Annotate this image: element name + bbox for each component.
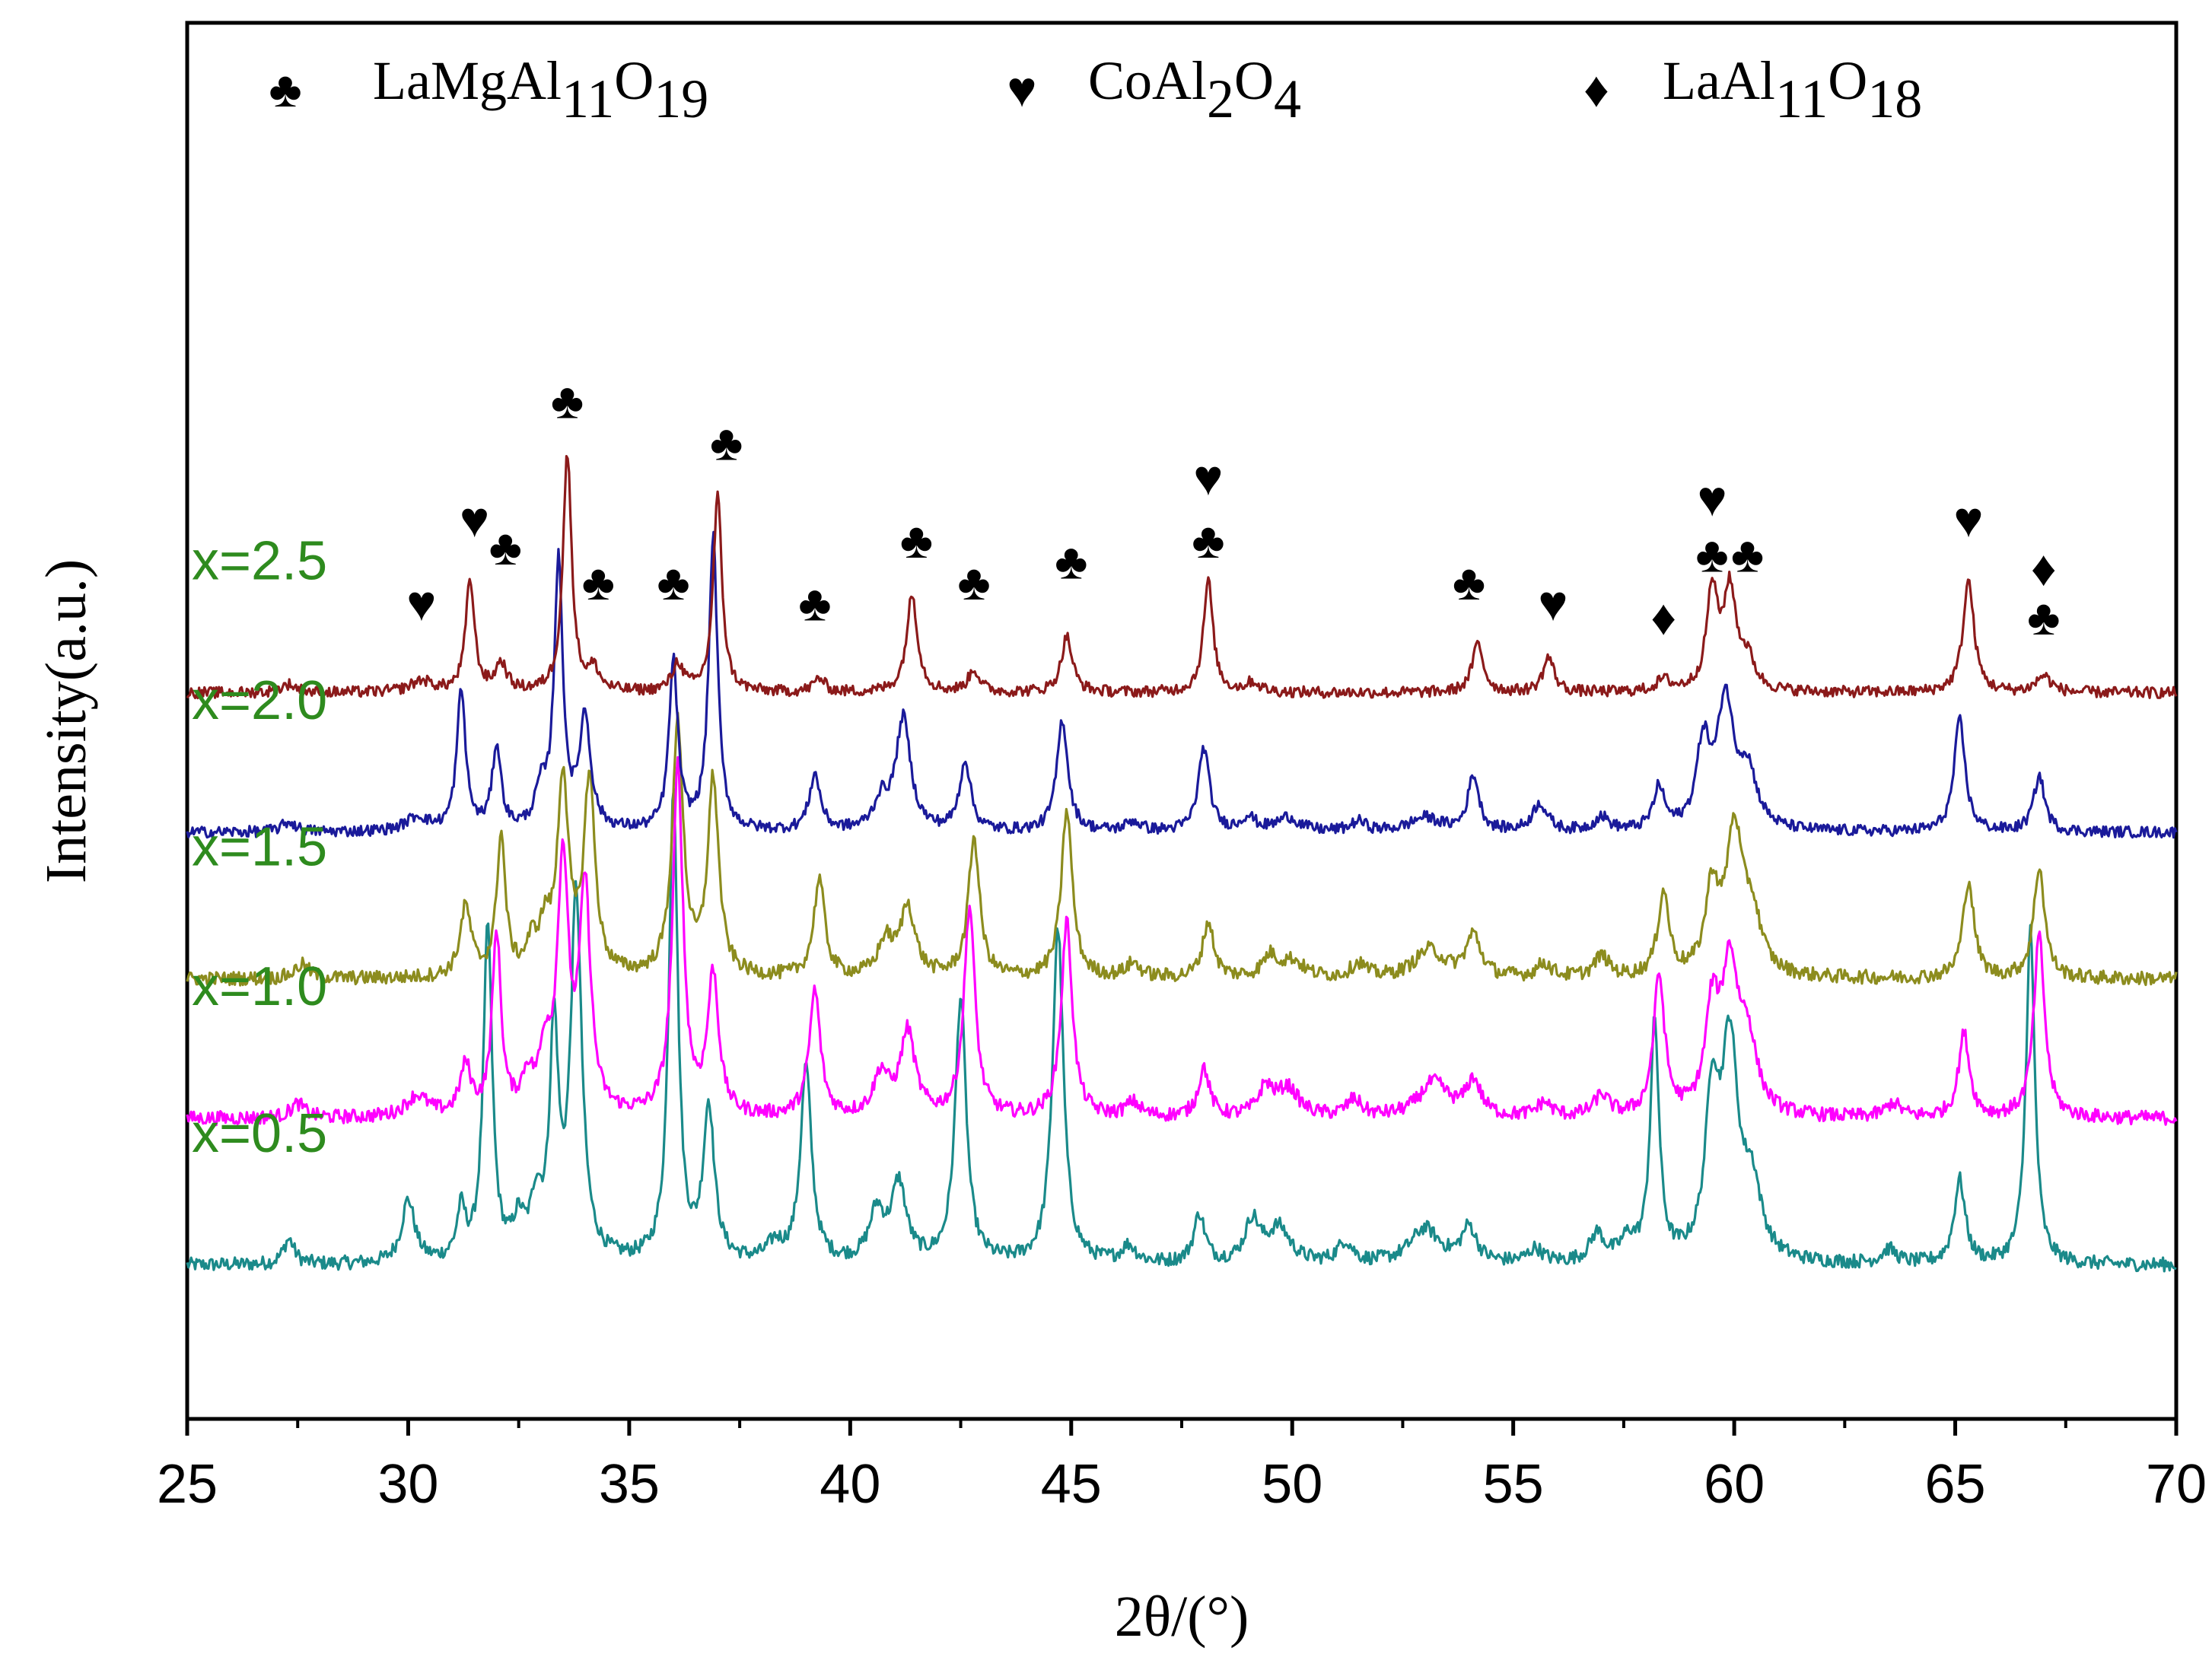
y-axis-title: Intensity(a.u.) bbox=[34, 559, 98, 883]
legend-label: LaAl11O18 bbox=[1663, 50, 1922, 129]
peak-marker: ♣ bbox=[489, 519, 522, 575]
series-line-x=1.0 bbox=[186, 755, 2178, 1127]
legend-label: LaMgAl11O19 bbox=[373, 50, 708, 129]
x-tick-label: 50 bbox=[1262, 1454, 1322, 1515]
peak-marker: ♣ bbox=[957, 554, 990, 610]
legend-symbol: ♣ bbox=[269, 61, 301, 117]
peak-marker: ♥ bbox=[1538, 575, 1567, 631]
x-axis: 25 30 35 40 45 50 55 60 65 70 bbox=[157, 1419, 2207, 1515]
peak-marker: ♥ bbox=[406, 575, 436, 631]
peak-marker: ♣ bbox=[1453, 554, 1485, 610]
peak-marker: ♣ bbox=[582, 554, 615, 610]
peak-marker: ♣ bbox=[551, 372, 584, 428]
peak-marker: ♣ bbox=[1731, 526, 1764, 582]
x-tick-label: 40 bbox=[820, 1454, 880, 1515]
series-labels: x=0.5 x=1.0 x=1.5 x=2.0 x=2.5 bbox=[192, 530, 327, 1163]
plot-frame bbox=[185, 21, 2179, 1421]
peak-marker: ♦ bbox=[2031, 540, 2057, 596]
series-label: x=2.5 bbox=[192, 530, 327, 591]
x-tick-label: 60 bbox=[1704, 1454, 1765, 1515]
series-line-x=2.5 bbox=[186, 455, 2178, 700]
peak-marker: ♣ bbox=[900, 512, 933, 568]
series-line-x=2.0 bbox=[186, 530, 2178, 839]
peak-marker: ♦ bbox=[1650, 589, 1676, 645]
legend: ♣ LaMgAl11O19 ♥ CoAl2O4 ♦ LaAl11O18 bbox=[269, 50, 1922, 129]
peak-marker: ♣ bbox=[2027, 589, 2060, 645]
x-tick-label: 55 bbox=[1483, 1454, 1544, 1515]
legend-label: CoAl2O4 bbox=[1088, 50, 1301, 129]
x-tick-label: 25 bbox=[157, 1454, 218, 1515]
series-label: x=1.5 bbox=[192, 817, 327, 878]
peak-marker: ♣ bbox=[657, 554, 689, 610]
peak-marker: ♥ bbox=[460, 491, 489, 547]
peak-markers-layer: ♥♥ ♣♣♣ ♣♣♣♣♣ ♣♥♣♣ ♥ ♦♥♣ ♣♥♦♣ bbox=[406, 372, 2060, 644]
peak-marker: ♣ bbox=[710, 415, 743, 471]
peak-marker: ♥ bbox=[1697, 470, 1727, 526]
x-tick-label: 45 bbox=[1041, 1454, 1102, 1515]
peak-marker: ♣ bbox=[1695, 526, 1728, 582]
series-line-x=0.5 bbox=[186, 787, 2177, 1273]
legend-symbol: ♦ bbox=[1583, 61, 1609, 117]
series-label: x=0.5 bbox=[192, 1103, 327, 1164]
peak-marker: ♥ bbox=[1193, 449, 1223, 505]
peak-marker: ♥ bbox=[1953, 491, 1983, 547]
legend-symbol: ♥ bbox=[1007, 61, 1036, 117]
series-line-x=1.5 bbox=[186, 711, 2178, 987]
x-tick-label: 65 bbox=[1925, 1454, 1986, 1515]
x-tick-label: 30 bbox=[377, 1454, 438, 1515]
x-tick-label: 70 bbox=[2146, 1454, 2207, 1515]
series-label: x=2.0 bbox=[192, 670, 327, 731]
series-label: x=1.0 bbox=[192, 956, 327, 1017]
peak-marker: ♣ bbox=[1055, 533, 1087, 589]
x-axis-title: 2θ/(°) bbox=[1115, 1585, 1249, 1649]
peak-marker: ♣ bbox=[1192, 512, 1224, 568]
spectra-layer bbox=[186, 455, 2178, 1273]
x-tick-label: 35 bbox=[599, 1454, 660, 1515]
peak-marker: ♣ bbox=[798, 575, 831, 631]
